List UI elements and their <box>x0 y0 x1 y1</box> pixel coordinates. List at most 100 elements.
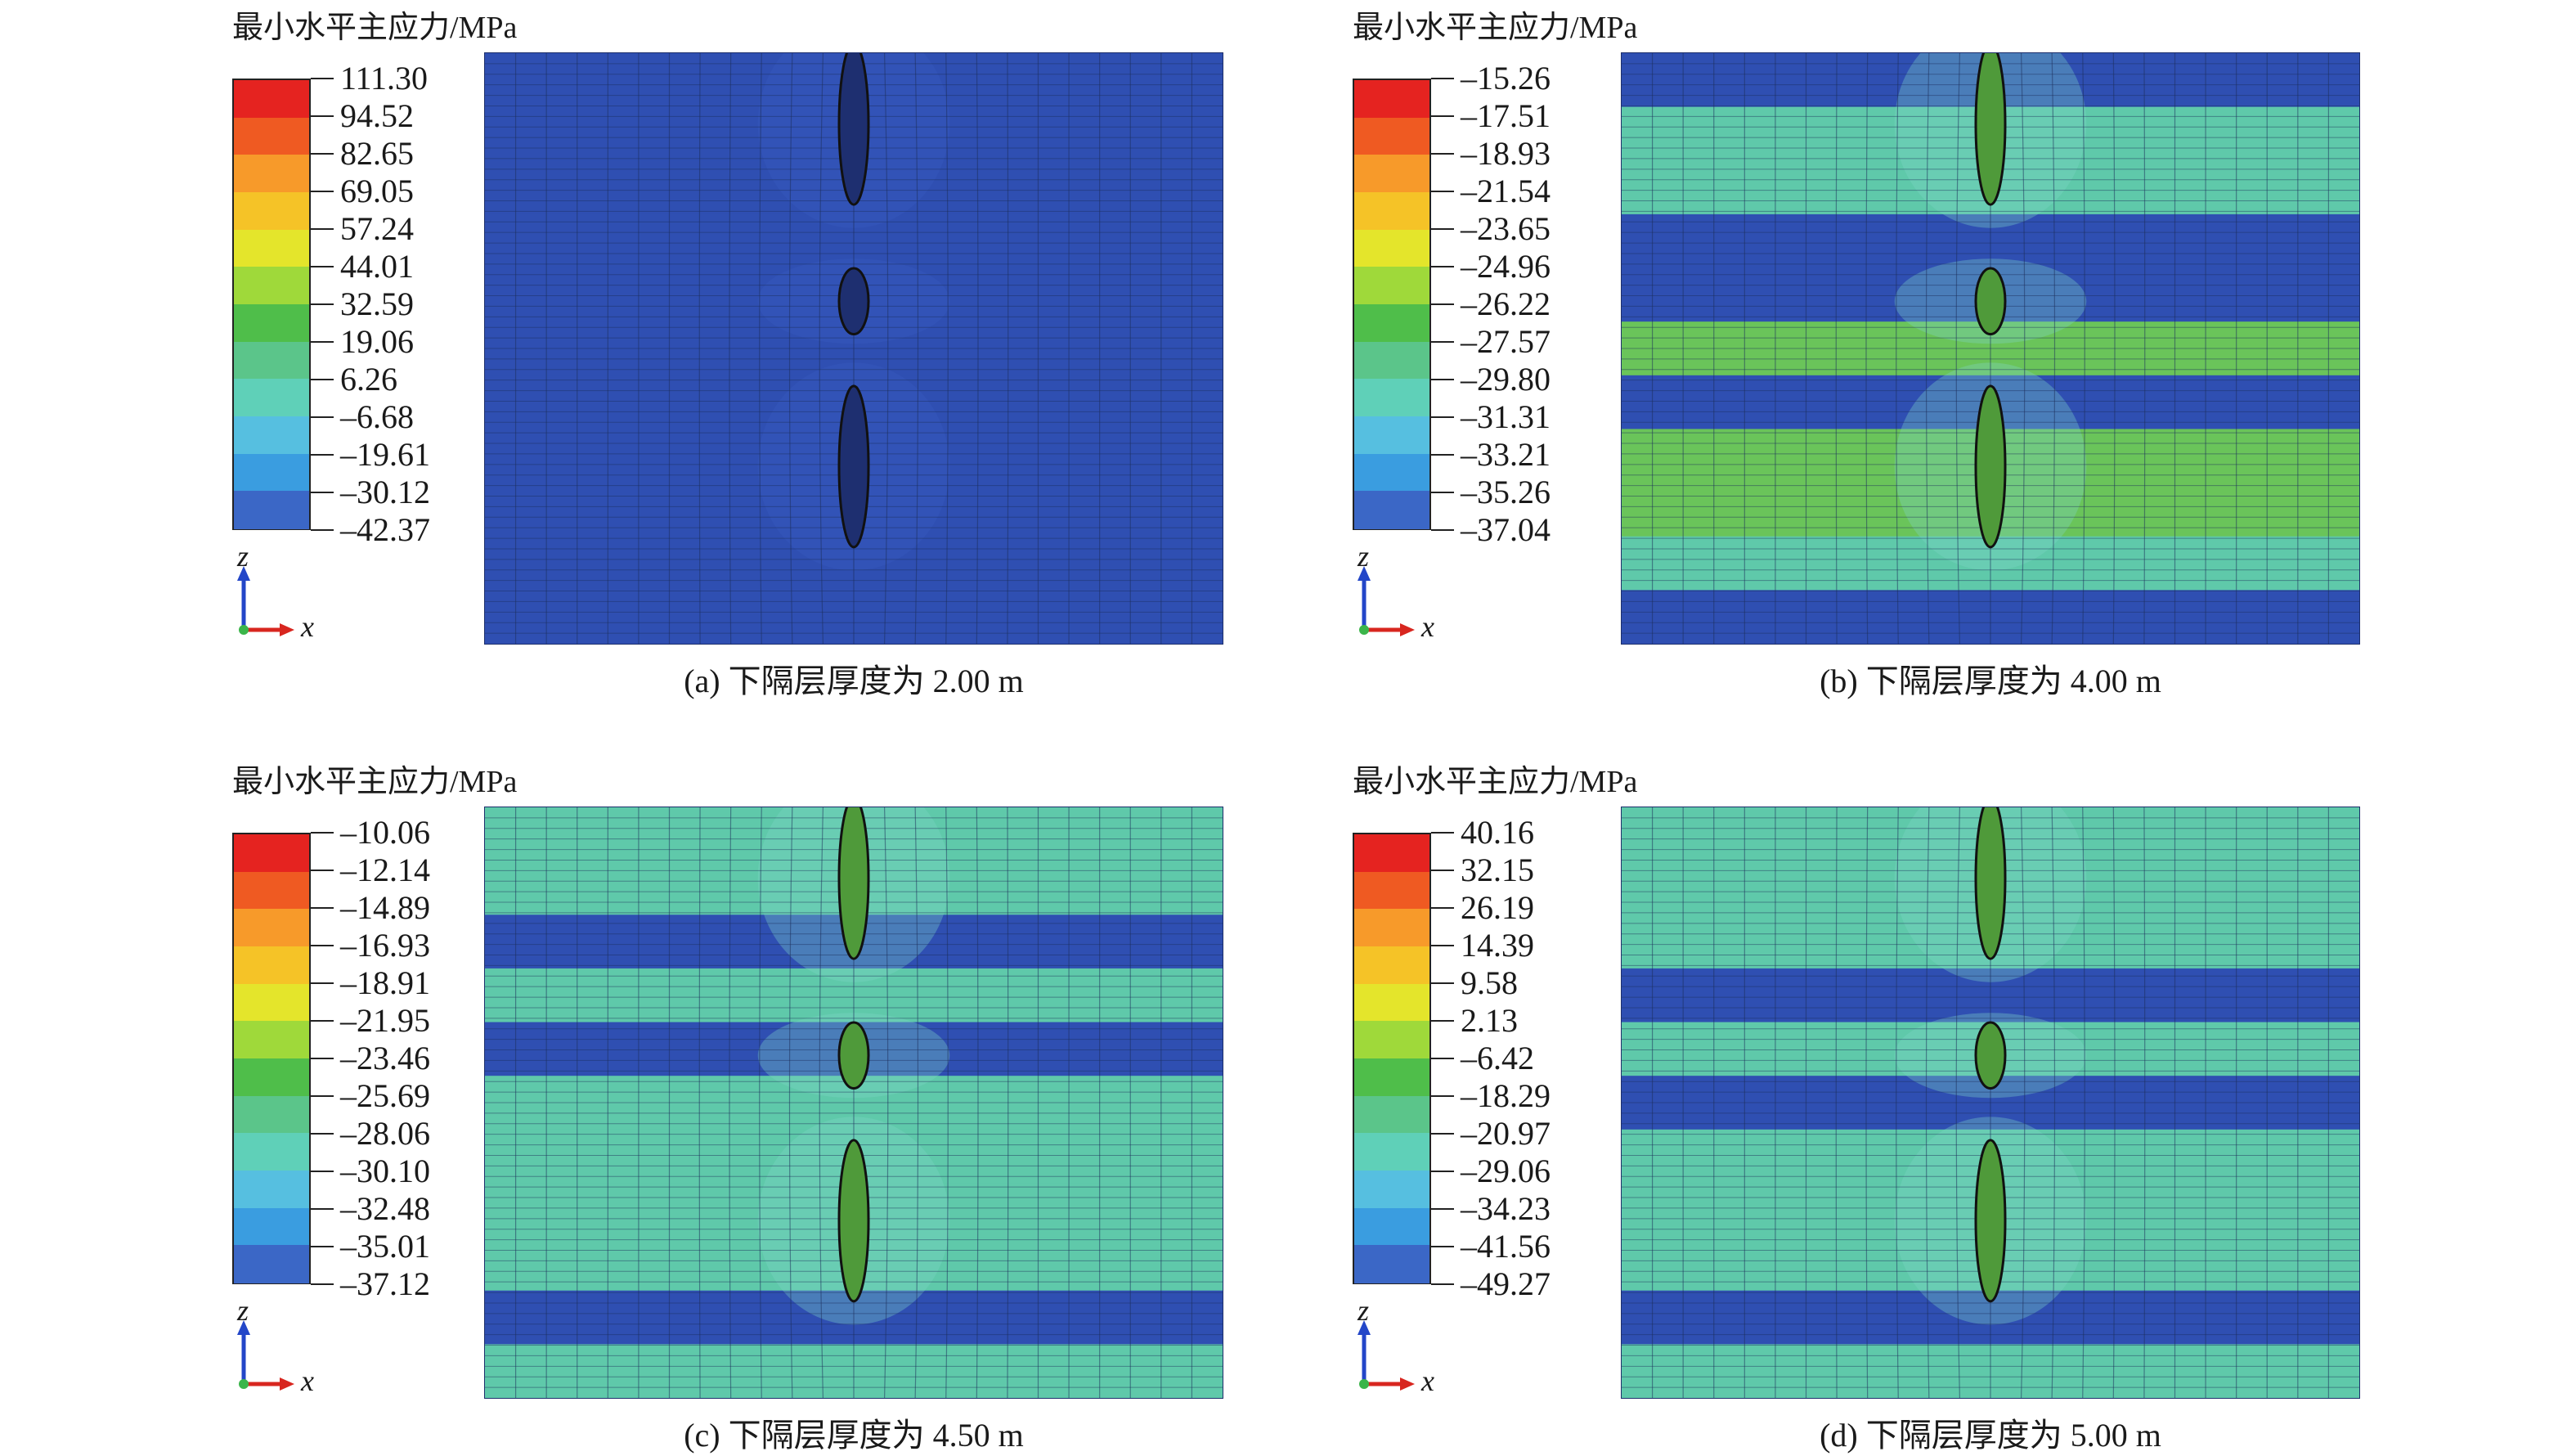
mesh-line <box>945 807 949 1398</box>
colorbar-segment <box>1354 1058 1429 1097</box>
caption: (c) 下隔层厚度为 4.50 m <box>684 1417 1024 1454</box>
colorbar-segment <box>234 1245 309 1283</box>
colorbar-segment <box>234 1171 309 1209</box>
mesh-line <box>788 53 793 644</box>
colorbar-segment <box>1354 117 1429 156</box>
stress-contour-plot <box>484 52 1223 645</box>
colorbar <box>232 833 311 1284</box>
colorbar-tick <box>1431 379 1454 380</box>
contour-svg <box>1622 53 2359 644</box>
fracture-ellipse <box>837 267 870 336</box>
colorbar-segment <box>234 491 309 529</box>
colorbar-segment <box>1354 983 1429 1022</box>
mesh-line <box>914 807 919 1398</box>
colorbar-tick <box>311 266 334 267</box>
tick-label: 57.24 <box>340 210 414 247</box>
stress-contour-plot <box>1621 52 2360 645</box>
mesh-line <box>819 53 824 644</box>
mesh-line <box>914 53 919 644</box>
colorbar-tick <box>1431 1133 1454 1135</box>
stress-contour-plot <box>1621 807 2360 1399</box>
colorbar-tick <box>1431 191 1454 192</box>
colorbar-tick <box>311 416 334 418</box>
colorbar-tick <box>311 1095 334 1097</box>
tick-label: 32.59 <box>340 285 414 322</box>
colorbar-segment <box>1354 453 1429 492</box>
axis-x-label: x <box>301 610 314 643</box>
colorbar-tick <box>311 1020 334 1022</box>
tick-label: –14.89 <box>340 889 430 926</box>
axis-triad: z x <box>232 1296 322 1404</box>
tick-label: –10.06 <box>340 814 430 851</box>
legend-title: 最小水平主应力/MPa <box>1353 11 1638 45</box>
tick-label: –16.93 <box>340 927 430 964</box>
colorbar-segment <box>234 229 309 268</box>
fracture-ellipse <box>1974 53 2007 206</box>
axis-triad: z x <box>1353 542 1443 650</box>
colorbar-tick <box>1431 1246 1454 1247</box>
tick-label: –15.26 <box>1461 60 1551 97</box>
colorbar-tick <box>1431 832 1454 834</box>
tick-label: –32.48 <box>340 1190 430 1227</box>
tick-label: –12.14 <box>340 852 430 888</box>
mesh-line <box>1835 53 1838 644</box>
colorbar-segment <box>1354 1021 1429 1059</box>
colorbar-segment <box>234 117 309 156</box>
tick-label: –25.69 <box>340 1077 430 1114</box>
colorbar-tick <box>1431 266 1454 267</box>
tick-label: –30.12 <box>340 474 430 510</box>
colorbar-segment <box>234 983 309 1022</box>
colorbar-tick <box>1431 907 1454 909</box>
mesh-line <box>976 53 979 644</box>
tick-label: –29.06 <box>1461 1153 1551 1189</box>
mesh-line <box>883 53 889 644</box>
colorbar-segment <box>234 909 309 947</box>
colorbar-segment <box>1354 267 1429 305</box>
tick-label: –31.31 <box>1461 398 1551 435</box>
tick-label: 14.39 <box>1461 927 1534 964</box>
mesh-line <box>2020 807 2026 1398</box>
colorbar-segment <box>1354 909 1429 947</box>
colorbar-tick <box>311 1058 334 1059</box>
mesh-line <box>2112 807 2116 1398</box>
caption: (b) 下隔层厚度为 4.00 m <box>1820 663 2161 699</box>
tick-label: –34.23 <box>1461 1190 1551 1227</box>
tick-label: –49.27 <box>1461 1265 1551 1302</box>
colorbar-tick <box>311 115 334 117</box>
mesh-line <box>1835 807 1838 1398</box>
mesh-line <box>2051 807 2056 1398</box>
tick-label: –18.93 <box>1461 135 1551 172</box>
colorbar-tick <box>311 832 334 834</box>
colorbar-tick <box>1431 228 1454 230</box>
colorbar-segment <box>234 80 309 119</box>
fracture-ellipse <box>837 384 870 549</box>
tick-label: –35.26 <box>1461 474 1551 510</box>
caption: (d) 下隔层厚度为 5.00 m <box>1820 1417 2161 1454</box>
colorbar-segment <box>234 341 309 380</box>
colorbar-tick <box>311 1246 334 1247</box>
axis-z-label: z <box>237 540 249 573</box>
colorbar-segment <box>234 1058 309 1097</box>
colorbar-tick <box>1431 870 1454 871</box>
colorbar-segment <box>1354 1095 1429 1135</box>
colorbar-segment <box>1354 1171 1429 1209</box>
colorbar-tick <box>1431 1208 1454 1210</box>
mesh-line <box>2143 53 2146 644</box>
tick-label: 94.52 <box>340 97 414 134</box>
colorbar-segment <box>1354 80 1429 119</box>
colorbar-tick <box>311 1133 334 1135</box>
colorbar <box>1353 79 1431 530</box>
colorbar-segment <box>1354 229 1429 268</box>
colorbar-tick <box>1431 982 1454 984</box>
axis-z-label: z <box>1358 540 1370 573</box>
mesh-line <box>2020 53 2026 644</box>
colorbar-tick <box>311 1283 334 1285</box>
colorbar-tick <box>311 945 334 946</box>
fracture-ellipse <box>837 1139 870 1303</box>
fracture-ellipse <box>837 807 870 960</box>
tick-label: 9.58 <box>1461 964 1518 1001</box>
tick-label: –37.04 <box>1461 511 1551 548</box>
colorbar-tick <box>311 1171 334 1172</box>
colorbar-tick <box>1431 454 1454 456</box>
colorbar-segment <box>234 1133 309 1171</box>
